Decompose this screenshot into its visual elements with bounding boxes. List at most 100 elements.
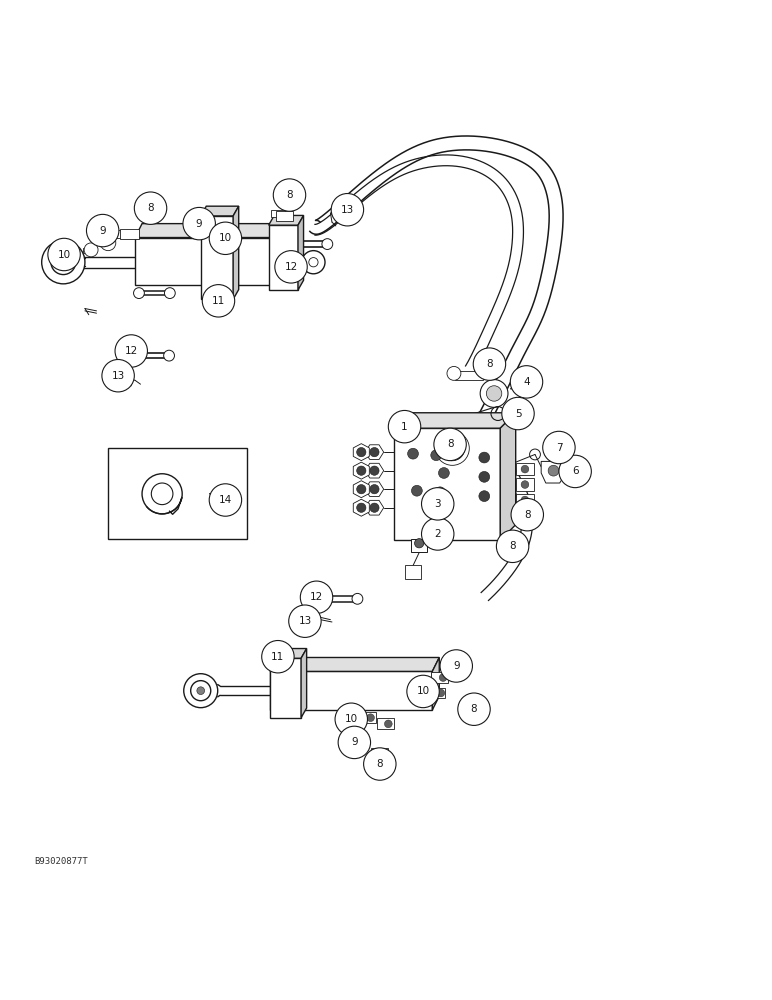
Circle shape	[479, 452, 489, 463]
Polygon shape	[365, 482, 384, 497]
Bar	[201, 216, 233, 299]
Circle shape	[434, 428, 466, 461]
Circle shape	[164, 288, 175, 299]
Text: 12: 12	[124, 346, 138, 356]
Bar	[405, 565, 421, 579]
Text: 1: 1	[401, 422, 408, 432]
Circle shape	[275, 251, 307, 283]
Circle shape	[322, 239, 333, 249]
Text: 8: 8	[286, 190, 293, 200]
Circle shape	[367, 714, 374, 722]
Circle shape	[134, 192, 167, 224]
Circle shape	[559, 455, 591, 488]
Circle shape	[357, 466, 366, 475]
Text: 11: 11	[271, 652, 285, 662]
Text: 13: 13	[111, 371, 125, 381]
Text: 13: 13	[298, 616, 312, 626]
Polygon shape	[365, 463, 384, 478]
Circle shape	[309, 258, 318, 267]
Circle shape	[115, 335, 147, 367]
Text: 10: 10	[344, 714, 358, 724]
Circle shape	[86, 214, 119, 247]
Circle shape	[510, 366, 543, 398]
Polygon shape	[500, 413, 516, 540]
Text: 11: 11	[212, 296, 225, 306]
Polygon shape	[354, 481, 369, 498]
Circle shape	[388, 410, 421, 443]
Text: 10: 10	[416, 686, 430, 696]
Polygon shape	[354, 444, 369, 461]
Circle shape	[422, 518, 454, 550]
Circle shape	[435, 487, 445, 498]
Circle shape	[521, 512, 529, 519]
Bar	[269, 225, 298, 290]
Circle shape	[480, 380, 508, 407]
Bar	[271, 211, 285, 217]
Bar	[394, 428, 500, 540]
Circle shape	[355, 732, 363, 739]
Circle shape	[479, 471, 489, 482]
Circle shape	[458, 693, 490, 725]
Circle shape	[357, 448, 366, 457]
Bar	[431, 672, 448, 683]
Circle shape	[164, 350, 174, 361]
Circle shape	[273, 179, 306, 211]
Circle shape	[543, 431, 575, 464]
Bar	[516, 478, 534, 491]
Circle shape	[447, 366, 461, 380]
Polygon shape	[298, 215, 303, 290]
Polygon shape	[201, 206, 239, 216]
Text: 14: 14	[218, 495, 232, 505]
Text: 9: 9	[100, 226, 106, 236]
Circle shape	[202, 285, 235, 317]
Bar	[114, 230, 130, 238]
Circle shape	[289, 605, 321, 637]
Circle shape	[407, 675, 439, 708]
Circle shape	[411, 485, 422, 496]
Circle shape	[48, 238, 80, 271]
Text: 9: 9	[196, 219, 202, 229]
Bar	[428, 688, 445, 698]
Polygon shape	[135, 224, 285, 238]
Circle shape	[184, 674, 218, 708]
Circle shape	[521, 496, 529, 504]
Circle shape	[479, 491, 489, 502]
Circle shape	[102, 359, 134, 392]
Polygon shape	[365, 500, 384, 515]
Circle shape	[209, 222, 242, 255]
Text: 12: 12	[310, 592, 323, 602]
Text: 9: 9	[351, 737, 357, 747]
Circle shape	[197, 687, 205, 695]
Bar	[120, 229, 139, 239]
Circle shape	[440, 436, 465, 461]
Polygon shape	[270, 658, 301, 718]
Bar	[184, 223, 195, 230]
Text: 13: 13	[340, 205, 354, 215]
Circle shape	[548, 465, 559, 476]
Polygon shape	[365, 445, 384, 459]
Circle shape	[437, 689, 445, 697]
Text: 8: 8	[524, 510, 530, 520]
Circle shape	[486, 386, 502, 401]
Polygon shape	[394, 413, 516, 428]
Text: 8: 8	[447, 439, 453, 449]
Bar	[359, 712, 376, 723]
Bar	[411, 539, 427, 552]
Circle shape	[370, 466, 379, 475]
Circle shape	[408, 448, 418, 459]
Circle shape	[352, 593, 363, 604]
Circle shape	[357, 503, 366, 512]
Circle shape	[423, 504, 434, 515]
Circle shape	[511, 498, 543, 531]
Polygon shape	[541, 461, 566, 483]
Polygon shape	[354, 462, 369, 479]
Circle shape	[415, 539, 424, 548]
Circle shape	[384, 720, 392, 728]
Circle shape	[521, 481, 529, 488]
Text: 8: 8	[377, 759, 383, 769]
Polygon shape	[270, 671, 432, 710]
Circle shape	[431, 450, 442, 461]
Circle shape	[183, 207, 215, 240]
Polygon shape	[301, 649, 306, 718]
Bar	[516, 509, 534, 522]
